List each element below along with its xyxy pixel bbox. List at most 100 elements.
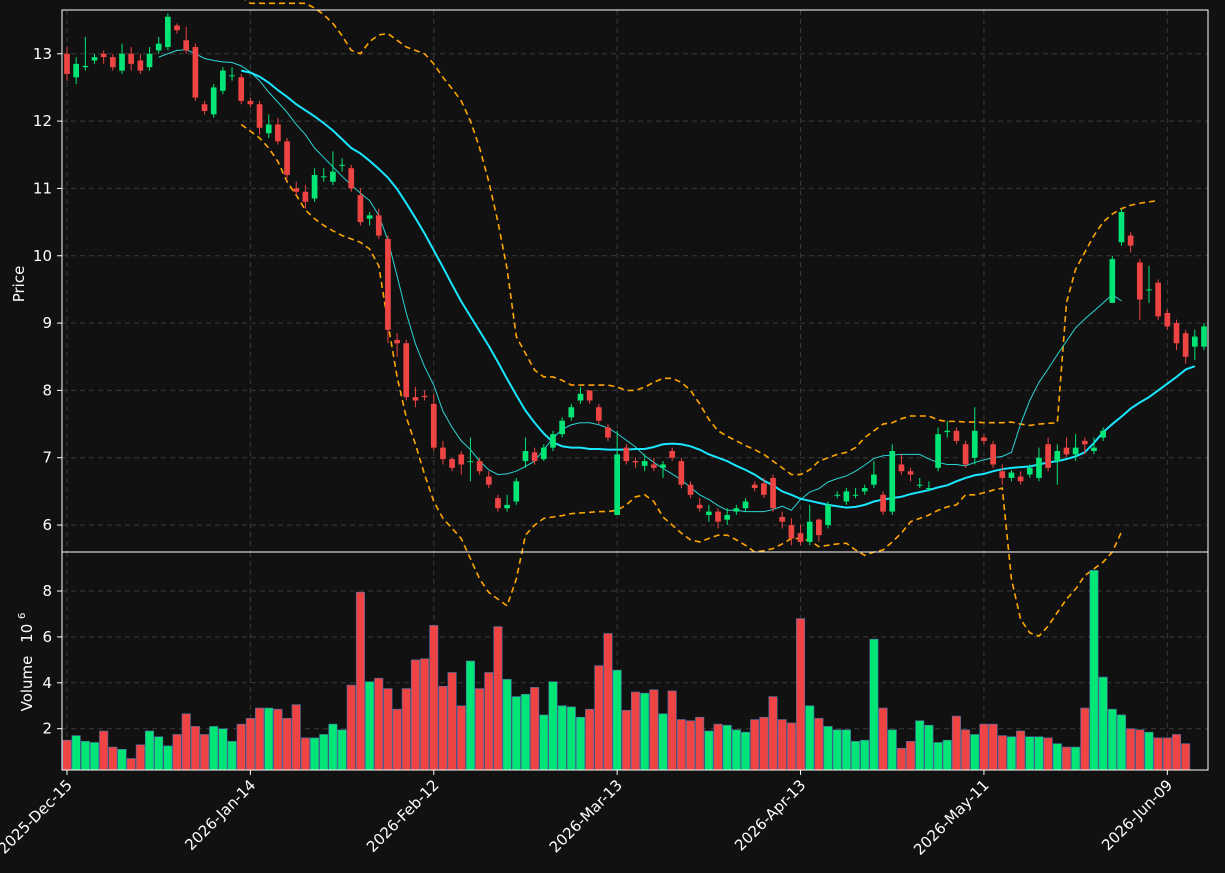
volume-bar [291,704,301,771]
volume-bar [392,708,402,771]
upper-band-line [244,0,1159,476]
candle-body [1127,235,1134,246]
volume-bar [649,689,659,771]
candle-body [210,87,217,115]
price-y-tick-label: 8 [42,381,52,399]
candle-body [458,454,465,465]
volume-y-tick-label: 8 [42,582,52,600]
candle-body [1054,451,1061,462]
volume-y-tick-label: 6 [42,628,52,646]
volume-bar [1061,746,1071,771]
volume-bar [135,744,145,771]
volume-bar [181,713,191,771]
volume-bar [410,659,420,771]
candle-body [1136,262,1143,300]
slow-moving-average-line [241,69,1196,509]
candle-body [137,60,144,71]
volume-bar [71,735,81,771]
candle-body [366,215,373,219]
volume-bar [841,729,851,771]
volume-bar [438,685,448,771]
volume-bar [465,660,475,771]
candle-body [1100,430,1106,438]
candle-body [330,171,336,182]
volume-bar [722,724,732,771]
candle-body [1118,211,1125,243]
volume-axis-label-base: 10 [18,624,36,643]
candle-body [73,63,80,78]
volume-bar [337,729,347,771]
volume-bar [887,729,897,771]
volume-bar [1181,743,1191,771]
candle-body [797,533,804,542]
volume-bar [310,737,320,771]
candle-body [605,427,611,438]
volume-bar [933,742,943,771]
candle-body [935,434,941,468]
volume-bar [493,626,503,771]
price-gridlines [62,10,1208,552]
candle-body [568,407,575,418]
candle-body [467,461,474,463]
volume-bar [255,707,265,771]
volume-bar [979,723,989,771]
volume-bar [796,618,806,771]
candle-body [440,447,446,460]
candle-body [962,444,969,465]
volume-bar [145,730,155,771]
candle-body [687,484,694,495]
volume-bar [447,672,457,771]
candle-body [907,471,914,475]
candle-body [761,483,767,495]
volume-bar [814,718,824,771]
candle-body [715,511,721,522]
volume-bar [1107,708,1117,771]
volume-bar [264,707,274,771]
candle-body [660,464,666,468]
candle-body [540,447,547,460]
volume-bar [612,669,622,771]
candle-body [1081,440,1088,445]
volume-bar [1135,729,1145,771]
volume-bar [117,749,127,771]
volume-bar [951,715,961,771]
candle-body [229,75,235,77]
volume-bar [273,708,283,771]
volume-bar [365,681,375,771]
candle-body [1201,326,1207,347]
candle-body [1026,467,1033,475]
volume-bar [502,679,512,771]
volume-bar [429,625,439,771]
volume-bar [218,728,228,771]
volume-bar [319,734,329,771]
volume-bar [1052,743,1062,771]
volume-bar [566,706,576,771]
volume-y-ticks: 2 4 6 8 [42,582,62,738]
candle-body [816,519,822,536]
volume-bar [621,710,631,771]
candle-body [394,339,400,344]
volume-bar [209,726,219,771]
candle-body [770,477,776,509]
volume-axes-frame [61,551,1209,771]
candle-body [550,434,556,448]
volume-bar [924,724,934,771]
volume-bar [108,746,118,771]
candle-body [403,343,410,398]
candle-body [953,430,960,441]
volume-bar [401,688,411,771]
candle-body [926,488,932,490]
volume-bar [603,633,613,771]
volume-bar [1016,730,1026,771]
volume-bar [1006,736,1016,771]
volume-bar [667,690,677,771]
price-y-tick-label: 11 [33,179,52,197]
candle-body [843,491,850,502]
candle-body [375,215,382,236]
volume-bar [200,734,210,771]
candle-body [412,397,419,401]
candle-body [641,461,648,466]
volume-bar [1071,746,1081,771]
volume-bar [695,716,705,771]
